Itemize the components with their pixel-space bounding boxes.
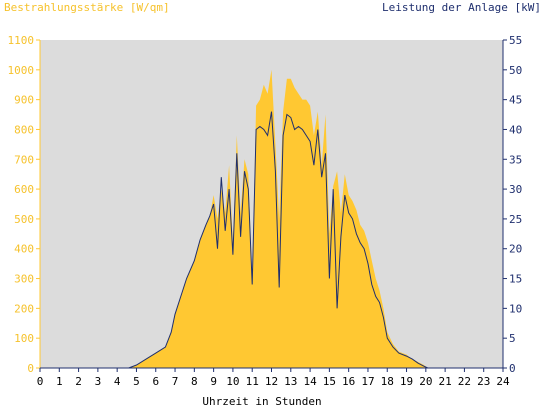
x-tick-label: 18	[381, 375, 394, 388]
left-y-tick-label: 1000	[8, 64, 35, 77]
x-tick-label: 3	[95, 375, 102, 388]
left-y-tick-label: 800	[14, 123, 34, 136]
irradiance-area	[40, 69, 503, 369]
left-y-tick-label: 700	[14, 153, 34, 166]
x-tick-label: 11	[246, 375, 259, 388]
x-tick-label: 2	[75, 375, 82, 388]
right-y-tick-label: 25	[509, 213, 522, 226]
x-tick-label: 10	[226, 375, 239, 388]
x-axis-title: Uhrzeit in Stunden	[202, 395, 321, 408]
left-y-tick-label: 500	[14, 213, 34, 226]
left-axis-title: Bestrahlungsstärke [W/qm]	[4, 1, 170, 14]
right-y-tick-label: 55	[509, 34, 522, 47]
right-y-tick-label: 45	[509, 94, 522, 107]
right-y-tick-label: 10	[509, 302, 522, 315]
right-y-tick-label: 15	[509, 273, 522, 286]
left-y-tick-label: 200	[14, 302, 34, 315]
x-tick-label: 9	[210, 375, 217, 388]
x-tick-label: 7	[172, 375, 179, 388]
x-tick-label: 21	[439, 375, 452, 388]
right-y-tick-label: 50	[509, 64, 522, 77]
right-y-tick-label: 40	[509, 123, 522, 136]
power-line	[40, 111, 503, 369]
x-tick-label: 20	[419, 375, 432, 388]
x-tick-label: 15	[323, 375, 336, 388]
x-tick-label: 8	[191, 375, 198, 388]
x-tick-label: 0	[37, 375, 44, 388]
left-y-tick-label: 600	[14, 183, 34, 196]
right-y-tick-label: 30	[509, 183, 522, 196]
x-tick-label: 16	[342, 375, 355, 388]
right-axis-title: Leistung der Anlage [kW]	[382, 1, 541, 14]
x-tick-label: 14	[303, 375, 317, 388]
left-y-tick-label: 300	[14, 273, 34, 286]
right-y-tick-label: 35	[509, 153, 522, 166]
left-y-tick-label: 0	[27, 362, 34, 375]
x-tick-label: 19	[400, 375, 413, 388]
x-tick-label: 12	[265, 375, 278, 388]
right-y-tick-label: 20	[509, 243, 522, 256]
x-tick-label: 6	[152, 375, 159, 388]
right-y-ticks: 0 5 10 15 20 25 30 35 40 45 50 55	[503, 34, 522, 375]
x-tick-label: 1	[56, 375, 63, 388]
x-ticks: 0 1 2 3 4 5 6 7 8 9 10 11 12 13 14 15 16 17 18 19 20 21 22 23 24	[37, 368, 510, 388]
x-tick-label: 22	[458, 375, 471, 388]
right-y-tick-label: 0	[509, 362, 516, 375]
left-y-ticks: 0 100 200 300 400 500 600 700 800 900 1000 1100	[8, 34, 40, 375]
x-tick-label: 4	[114, 375, 121, 388]
right-y-tick-label: 5	[509, 332, 516, 345]
x-tick-label: 24	[496, 375, 510, 388]
left-y-tick-label: 1100	[8, 34, 35, 47]
x-tick-label: 5	[133, 375, 140, 388]
x-tick-label: 13	[284, 375, 297, 388]
left-y-tick-label: 900	[14, 94, 34, 107]
x-tick-label: 23	[477, 375, 490, 388]
left-y-tick-label: 400	[14, 243, 34, 256]
left-y-tick-label: 100	[14, 332, 34, 345]
x-tick-label: 17	[361, 375, 374, 388]
